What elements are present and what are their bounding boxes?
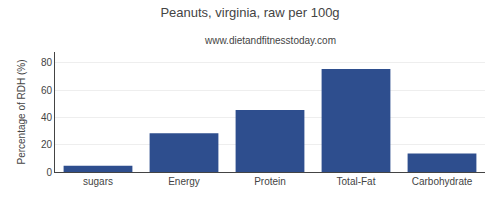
svg-text:sugars: sugars	[83, 176, 113, 187]
svg-text:40: 40	[41, 112, 53, 123]
svg-text:www.dietandfitnesstoday.com: www.dietandfitnesstoday.com	[204, 35, 336, 46]
svg-text:Energy: Energy	[168, 176, 200, 187]
svg-text:Peanuts, virginia, raw per 100: Peanuts, virginia, raw per 100g	[160, 5, 339, 20]
svg-text:Carbohydrate: Carbohydrate	[412, 176, 473, 187]
svg-text:Percentage of RDH (%): Percentage of RDH (%)	[16, 59, 27, 164]
svg-text:20: 20	[41, 139, 53, 150]
svg-text:Total-Fat: Total-Fat	[337, 176, 376, 187]
svg-text:60: 60	[41, 85, 53, 96]
svg-text:80: 80	[41, 57, 53, 68]
svg-text:Protein: Protein	[254, 176, 286, 187]
svg-text:0: 0	[46, 167, 52, 178]
